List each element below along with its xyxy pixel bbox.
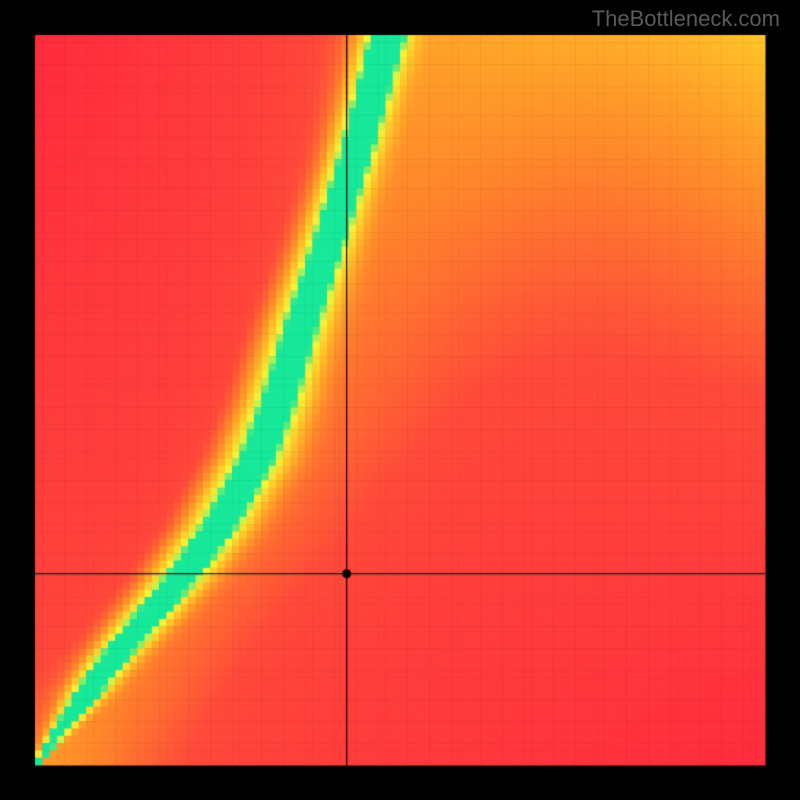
heatmap-canvas	[0, 0, 800, 800]
chart-container: TheBottleneck.com	[0, 0, 800, 800]
watermark-text: TheBottleneck.com	[592, 6, 780, 32]
